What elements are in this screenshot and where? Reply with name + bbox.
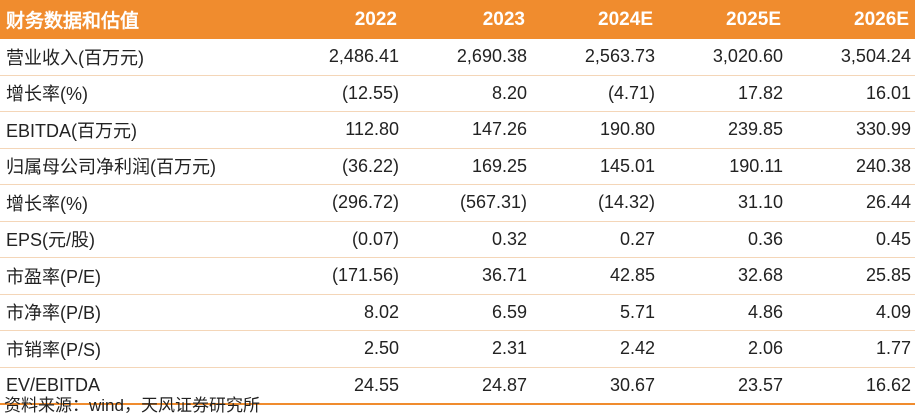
table-cell: 2.42 (531, 330, 659, 368)
table-row: 增长率(%) (12.55) 8.20 (4.71) 17.82 16.01 (0, 75, 915, 112)
table-cell: 16.62 (787, 367, 915, 405)
table-cell: 239.85 (659, 111, 787, 149)
table-cell: 8.20 (403, 75, 531, 112)
table-cell: 2,563.73 (531, 39, 659, 76)
table-cell: 0.27 (531, 221, 659, 258)
table-cell: 6.59 (403, 294, 531, 331)
table-row: 市销率(P/S) 2.50 2.31 2.42 2.06 1.77 (0, 330, 915, 368)
table-cell: 4.09 (787, 294, 915, 331)
table-cell: (567.31) (403, 184, 531, 222)
table-row: 市盈率(P/E) (171.56) 36.71 42.85 32.68 25.85 (0, 257, 915, 295)
row-label: EV/EBITDA (0, 367, 275, 405)
table-row: EPS(元/股) (0.07) 0.32 0.27 0.36 0.45 (0, 221, 915, 258)
header-year: 2022 (275, 0, 403, 39)
table-cell: 3,020.60 (659, 39, 787, 76)
table-row: 营业收入(百万元) 2,486.41 2,690.38 2,563.73 3,020.6… (0, 39, 915, 76)
table-cell: 112.80 (275, 111, 403, 149)
table-cell: 169.25 (403, 148, 531, 185)
table-cell: 2,486.41 (275, 39, 403, 76)
row-label: 归属母公司净利润(百万元) (0, 148, 275, 185)
row-label: 增长率(%) (0, 184, 275, 222)
row-label: 增长率(%) (0, 75, 275, 112)
table-cell: 0.32 (403, 221, 531, 258)
table-row: 归属母公司净利润(百万元) (36.22) 169.25 145.01 190.11 24… (0, 148, 915, 185)
table-header: 财务数据和估值 2022 2023 2024E 2025E 2026E (0, 0, 915, 39)
header-row: 财务数据和估值 2022 2023 2024E 2025E 2026E (0, 0, 915, 39)
table-row: 市净率(P/B) 8.02 6.59 5.71 4.86 4.09 (0, 294, 915, 331)
table-cell: 16.01 (787, 75, 915, 112)
table-cell: 24.55 (275, 367, 403, 405)
table-cell: (14.32) (531, 184, 659, 222)
row-label: 市盈率(P/E) (0, 257, 275, 295)
row-label: EBITDA(百万元) (0, 111, 275, 149)
table-cell: (296.72) (275, 184, 403, 222)
financial-table-container: 财务数据和估值 2022 2023 2024E 2025E 2026E 营业收入(百万元)… (0, 0, 915, 405)
table-cell: 240.38 (787, 148, 915, 185)
financial-data-table: 财务数据和估值 2022 2023 2024E 2025E 2026E 营业收入(百万元)… (0, 0, 915, 405)
table-cell: (171.56) (275, 257, 403, 295)
table-cell: 190.80 (531, 111, 659, 149)
table-row: EV/EBITDA 24.55 24.87 30.67 23.57 16.62 (0, 367, 915, 405)
table-cell: 2.06 (659, 330, 787, 368)
table-cell: 8.02 (275, 294, 403, 331)
header-year: 2024E (531, 0, 659, 39)
table-cell: 330.99 (787, 111, 915, 149)
table-cell: 4.86 (659, 294, 787, 331)
table-cell: (4.71) (531, 75, 659, 112)
table-cell: 1.77 (787, 330, 915, 368)
table-cell: (0.07) (275, 221, 403, 258)
row-label: 市销率(P/S) (0, 330, 275, 368)
header-title: 财务数据和估值 (0, 0, 275, 39)
table-cell: 2.50 (275, 330, 403, 368)
row-label: 市净率(P/B) (0, 294, 275, 331)
table-cell: 25.85 (787, 257, 915, 295)
table-cell: 2,690.38 (403, 39, 531, 76)
header-year: 2023 (403, 0, 531, 39)
table-cell: 36.71 (403, 257, 531, 295)
table-cell: (36.22) (275, 148, 403, 185)
table-cell: 0.36 (659, 221, 787, 258)
table-cell: 2.31 (403, 330, 531, 368)
table-cell: 30.67 (531, 367, 659, 405)
table-cell: 190.11 (659, 148, 787, 185)
table-cell: 0.45 (787, 221, 915, 258)
table-cell: 17.82 (659, 75, 787, 112)
header-year: 2026E (787, 0, 915, 39)
row-label: 营业收入(百万元) (0, 39, 275, 76)
table-cell: 42.85 (531, 257, 659, 295)
table-row: 增长率(%) (296.72) (567.31) (14.32) 31.10 26.44 (0, 184, 915, 222)
table-cell: 26.44 (787, 184, 915, 222)
table-cell: 147.26 (403, 111, 531, 149)
table-cell: 23.57 (659, 367, 787, 405)
table-cell: 5.71 (531, 294, 659, 331)
row-label: EPS(元/股) (0, 221, 275, 258)
table-cell: 3,504.24 (787, 39, 915, 76)
table-cell: (12.55) (275, 75, 403, 112)
table-cell: 145.01 (531, 148, 659, 185)
table-row: EBITDA(百万元) 112.80 147.26 190.80 239.85 330.9… (0, 111, 915, 149)
table-cell: 32.68 (659, 257, 787, 295)
header-year: 2025E (659, 0, 787, 39)
table-body: 营业收入(百万元) 2,486.41 2,690.38 2,563.73 3,020.6… (0, 39, 915, 405)
source-note: 资料来源：wind，天风证券研究所 (4, 396, 260, 415)
table-cell: 24.87 (403, 367, 531, 405)
table-cell: 31.10 (659, 184, 787, 222)
